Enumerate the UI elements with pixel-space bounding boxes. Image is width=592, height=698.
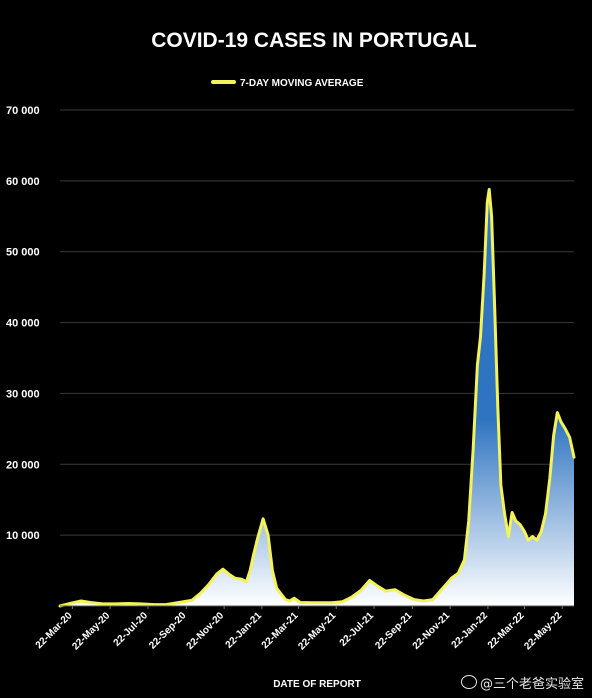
series-area-fill bbox=[60, 189, 574, 606]
x-tick-label: 22-Nov-21 bbox=[411, 610, 453, 652]
series-line bbox=[58, 187, 576, 608]
x-tick-label: 22-Jan-22 bbox=[450, 610, 491, 651]
y-tick-label: 70 000 bbox=[6, 105, 40, 117]
y-tick-label: 40 000 bbox=[6, 318, 40, 330]
x-tick-label: 22-Sep-20 bbox=[147, 610, 188, 651]
legend-label: 7-DAY MOVING AVERAGE bbox=[240, 78, 364, 89]
y-axis-ticks: 10 000 20 000 30 000 40 000 50 000 60 000 70 0… bbox=[6, 105, 40, 542]
y-tick-label: 60 000 bbox=[6, 176, 40, 188]
x-tick-label: 22-Nov-20 bbox=[185, 610, 227, 652]
chart-title: COVID-19 CASES IN PORTUGAL bbox=[151, 29, 477, 52]
y-tick-label: 50 000 bbox=[6, 247, 40, 259]
x-tick-label: 22-Mar-20 bbox=[34, 610, 75, 651]
y-tick-label: 10 000 bbox=[6, 530, 40, 542]
y-tick-label: 20 000 bbox=[6, 459, 40, 471]
x-tick-label: 22-Jul-21 bbox=[338, 610, 377, 649]
x-tick-label: 22-Jul-20 bbox=[112, 610, 151, 649]
x-tick-label: 22-Mar-22 bbox=[486, 610, 527, 651]
x-tick-label: 22-Jan-21 bbox=[224, 610, 265, 651]
x-axis-label: DATE OF REPORT bbox=[273, 679, 361, 690]
x-tick-label: 22-May-22 bbox=[522, 610, 564, 652]
y-tick-label: 30 000 bbox=[6, 388, 40, 400]
watermark: @三个老爸实验室 bbox=[460, 673, 584, 692]
legend: 7-DAY MOVING AVERAGE bbox=[211, 78, 364, 89]
gridlines bbox=[60, 109, 574, 536]
x-tick-label: 22-May-20 bbox=[70, 610, 112, 652]
watermark-text: @三个老爸实验室 bbox=[479, 677, 584, 692]
weibo-icon bbox=[460, 675, 477, 689]
x-tick-label: 22-Mar-21 bbox=[260, 610, 301, 651]
x-tick-label: 22-Sep-21 bbox=[373, 610, 414, 651]
x-tick-label: 22-May-21 bbox=[296, 610, 338, 652]
